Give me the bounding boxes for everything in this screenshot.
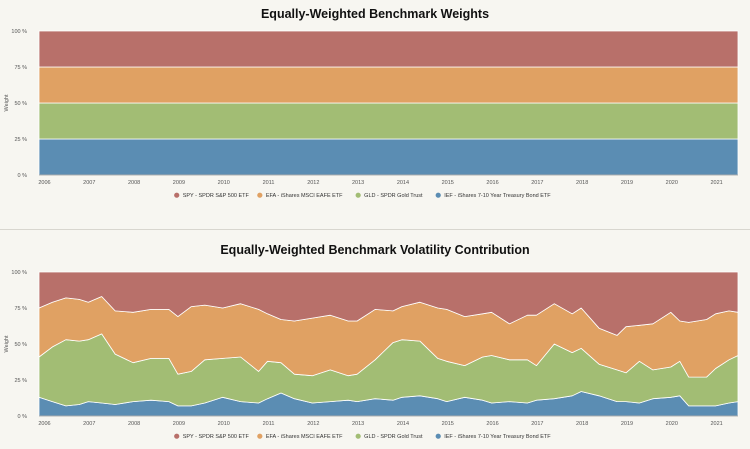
x-tick-label: 2011 [263,421,275,427]
legend-item-gld[interactable]: GLD - SPDR Gold Trust [355,192,423,199]
legend-marker [355,192,361,198]
x-tick-label: 2018 [576,180,588,186]
legend-label: EFA - iShares MSCI EAFE ETF [266,193,343,199]
legend-label: IEF - iShares 7-10 Year Treasury Bond ET… [444,434,551,440]
legend-marker [435,192,441,198]
x-tick-label: 2007 [83,180,95,186]
y-tick-label: 25 % [14,137,27,143]
legend-item-ief[interactable]: IEF - iShares 7-10 Year Treasury Bond ET… [435,433,552,440]
legend-label: GLD - SPDR Gold Trust [364,434,423,440]
y-tick-label: 75 % [14,306,27,312]
y-tick-label: 0 % [18,173,28,179]
x-tick-label: 2017 [531,180,543,186]
legend-label: GLD - SPDR Gold Trust [364,193,423,199]
legend-marker [174,433,180,439]
legend: SPY - SPDR S&P 500 ETF EFA - iShares MSCI… [174,433,552,440]
legend-marker [257,433,263,439]
x-tick-label: 2019 [621,421,633,427]
volatility-contribution-chart: Equally-Weighted Benchmark Volatility Co… [4,243,739,440]
x-tick-label: 2017 [531,421,543,427]
x-tick-label: 2013 [352,421,364,427]
x-tick-label: 2009 [173,421,185,427]
x-tick-label: 2010 [218,421,230,427]
legend: SPY - SPDR S&P 500 ETF EFA - iShares MSCI… [174,192,552,199]
weights-chart: Equally-Weighted Benchmark Weights 0 % 25 … [4,7,739,199]
legend-marker [257,192,263,198]
x-tick-label: 2018 [576,421,588,427]
x-tick-label: 2012 [307,180,319,186]
area-series-gld[interactable] [38,102,739,140]
x-tick-label: 2006 [38,421,50,427]
x-tick-label: 2007 [83,421,95,427]
legend-item-spy[interactable]: SPY - SPDR S&P 500 ETF [174,192,250,199]
y-tick-label: 0 % [18,414,28,420]
x-tick-label: 2014 [397,421,409,427]
legend-label: IEF - iShares 7-10 Year Treasury Bond ET… [444,193,551,199]
y-tick-label: 100 % [11,29,27,35]
legend-label: EFA - iShares MSCI EAFE ETF [266,434,343,440]
chart-title: Equally-Weighted Benchmark Weights [261,7,489,21]
y-axis-label: Weight [4,335,10,352]
x-tick-label: 2014 [397,180,409,186]
x-tick-label: 2021 [710,180,722,186]
area-series-ief[interactable] [38,138,739,176]
legend-marker [435,433,441,439]
area-series-efa[interactable] [38,66,739,104]
y-tick-label: 25 % [14,378,27,384]
x-tick-label: 2011 [263,180,275,186]
legend-marker [355,433,361,439]
chart-divider [0,229,750,230]
y-tick-label: 100 % [11,270,27,276]
x-tick-label: 2010 [218,180,230,186]
x-tick-label: 2019 [621,180,633,186]
x-tick-label: 2016 [486,421,498,427]
legend-item-gld[interactable]: GLD - SPDR Gold Trust [355,433,423,440]
x-tick-label: 2012 [307,421,319,427]
x-tick-label: 2020 [666,180,678,186]
y-tick-label: 50 % [14,342,27,348]
legend-item-efa[interactable]: EFA - iShares MSCI EAFE ETF [257,192,343,199]
legend-item-spy[interactable]: SPY - SPDR S&P 500 ETF [174,433,250,440]
legend-label: SPY - SPDR S&P 500 ETF [183,193,250,199]
x-tick-label: 2013 [352,180,364,186]
x-tick-label: 2009 [173,180,185,186]
y-tick-label: 75 % [14,65,27,71]
x-tick-label: 2016 [486,180,498,186]
x-tick-label: 2006 [38,180,50,186]
x-tick-label: 2021 [710,421,722,427]
x-tick-label: 2015 [442,421,454,427]
legend-item-ief[interactable]: IEF - iShares 7-10 Year Treasury Bond ET… [435,192,552,199]
area-series-spy[interactable] [38,30,739,68]
y-axis-label: Weight [4,94,10,111]
chart-title: Equally-Weighted Benchmark Volatility Co… [220,243,529,257]
x-tick-label: 2008 [128,180,140,186]
x-tick-label: 2015 [442,180,454,186]
legend-label: SPY - SPDR S&P 500 ETF [183,434,250,440]
legend-item-efa[interactable]: EFA - iShares MSCI EAFE ETF [257,433,343,440]
x-tick-label: 2020 [666,421,678,427]
legend-marker [174,192,180,198]
area-series-spy[interactable] [38,271,739,336]
x-tick-label: 2008 [128,421,140,427]
y-tick-label: 50 % [14,101,27,107]
